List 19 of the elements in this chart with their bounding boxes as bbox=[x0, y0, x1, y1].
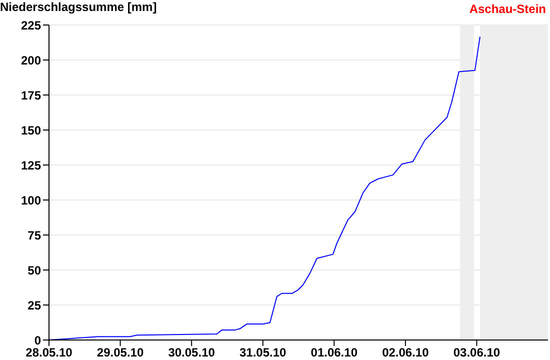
x-tick-label: 29.05.10 bbox=[96, 346, 144, 360]
y-tick-label: 0 bbox=[34, 333, 42, 348]
y-tick-label: 50 bbox=[28, 263, 42, 278]
y-tick-label: 125 bbox=[20, 158, 42, 172]
y-tick-label: 225 bbox=[20, 18, 42, 32]
x-tick-label: 01.06.10 bbox=[310, 346, 358, 360]
y-axis-title: Niederschlagssumme [mm] bbox=[0, 0, 157, 14]
y-tick-label: 75 bbox=[28, 228, 42, 242]
y-tick-label: 150 bbox=[20, 123, 42, 138]
x-tick-label: 02.06.10 bbox=[382, 346, 430, 360]
y-tick-label: 25 bbox=[28, 298, 42, 312]
x-tick-label: 28.05.10 bbox=[26, 346, 73, 360]
y-tick-label: 175 bbox=[20, 88, 42, 102]
chart-subtitle: Aschau-Stein bbox=[469, 2, 546, 16]
y-tick-label: 200 bbox=[20, 53, 42, 68]
x-tick-label: 31.05.10 bbox=[240, 346, 287, 360]
y-tick-label: 100 bbox=[20, 193, 42, 208]
x-tick-label: 30.05.10 bbox=[168, 346, 216, 360]
x-tick-label: 03.06.10 bbox=[453, 346, 500, 360]
